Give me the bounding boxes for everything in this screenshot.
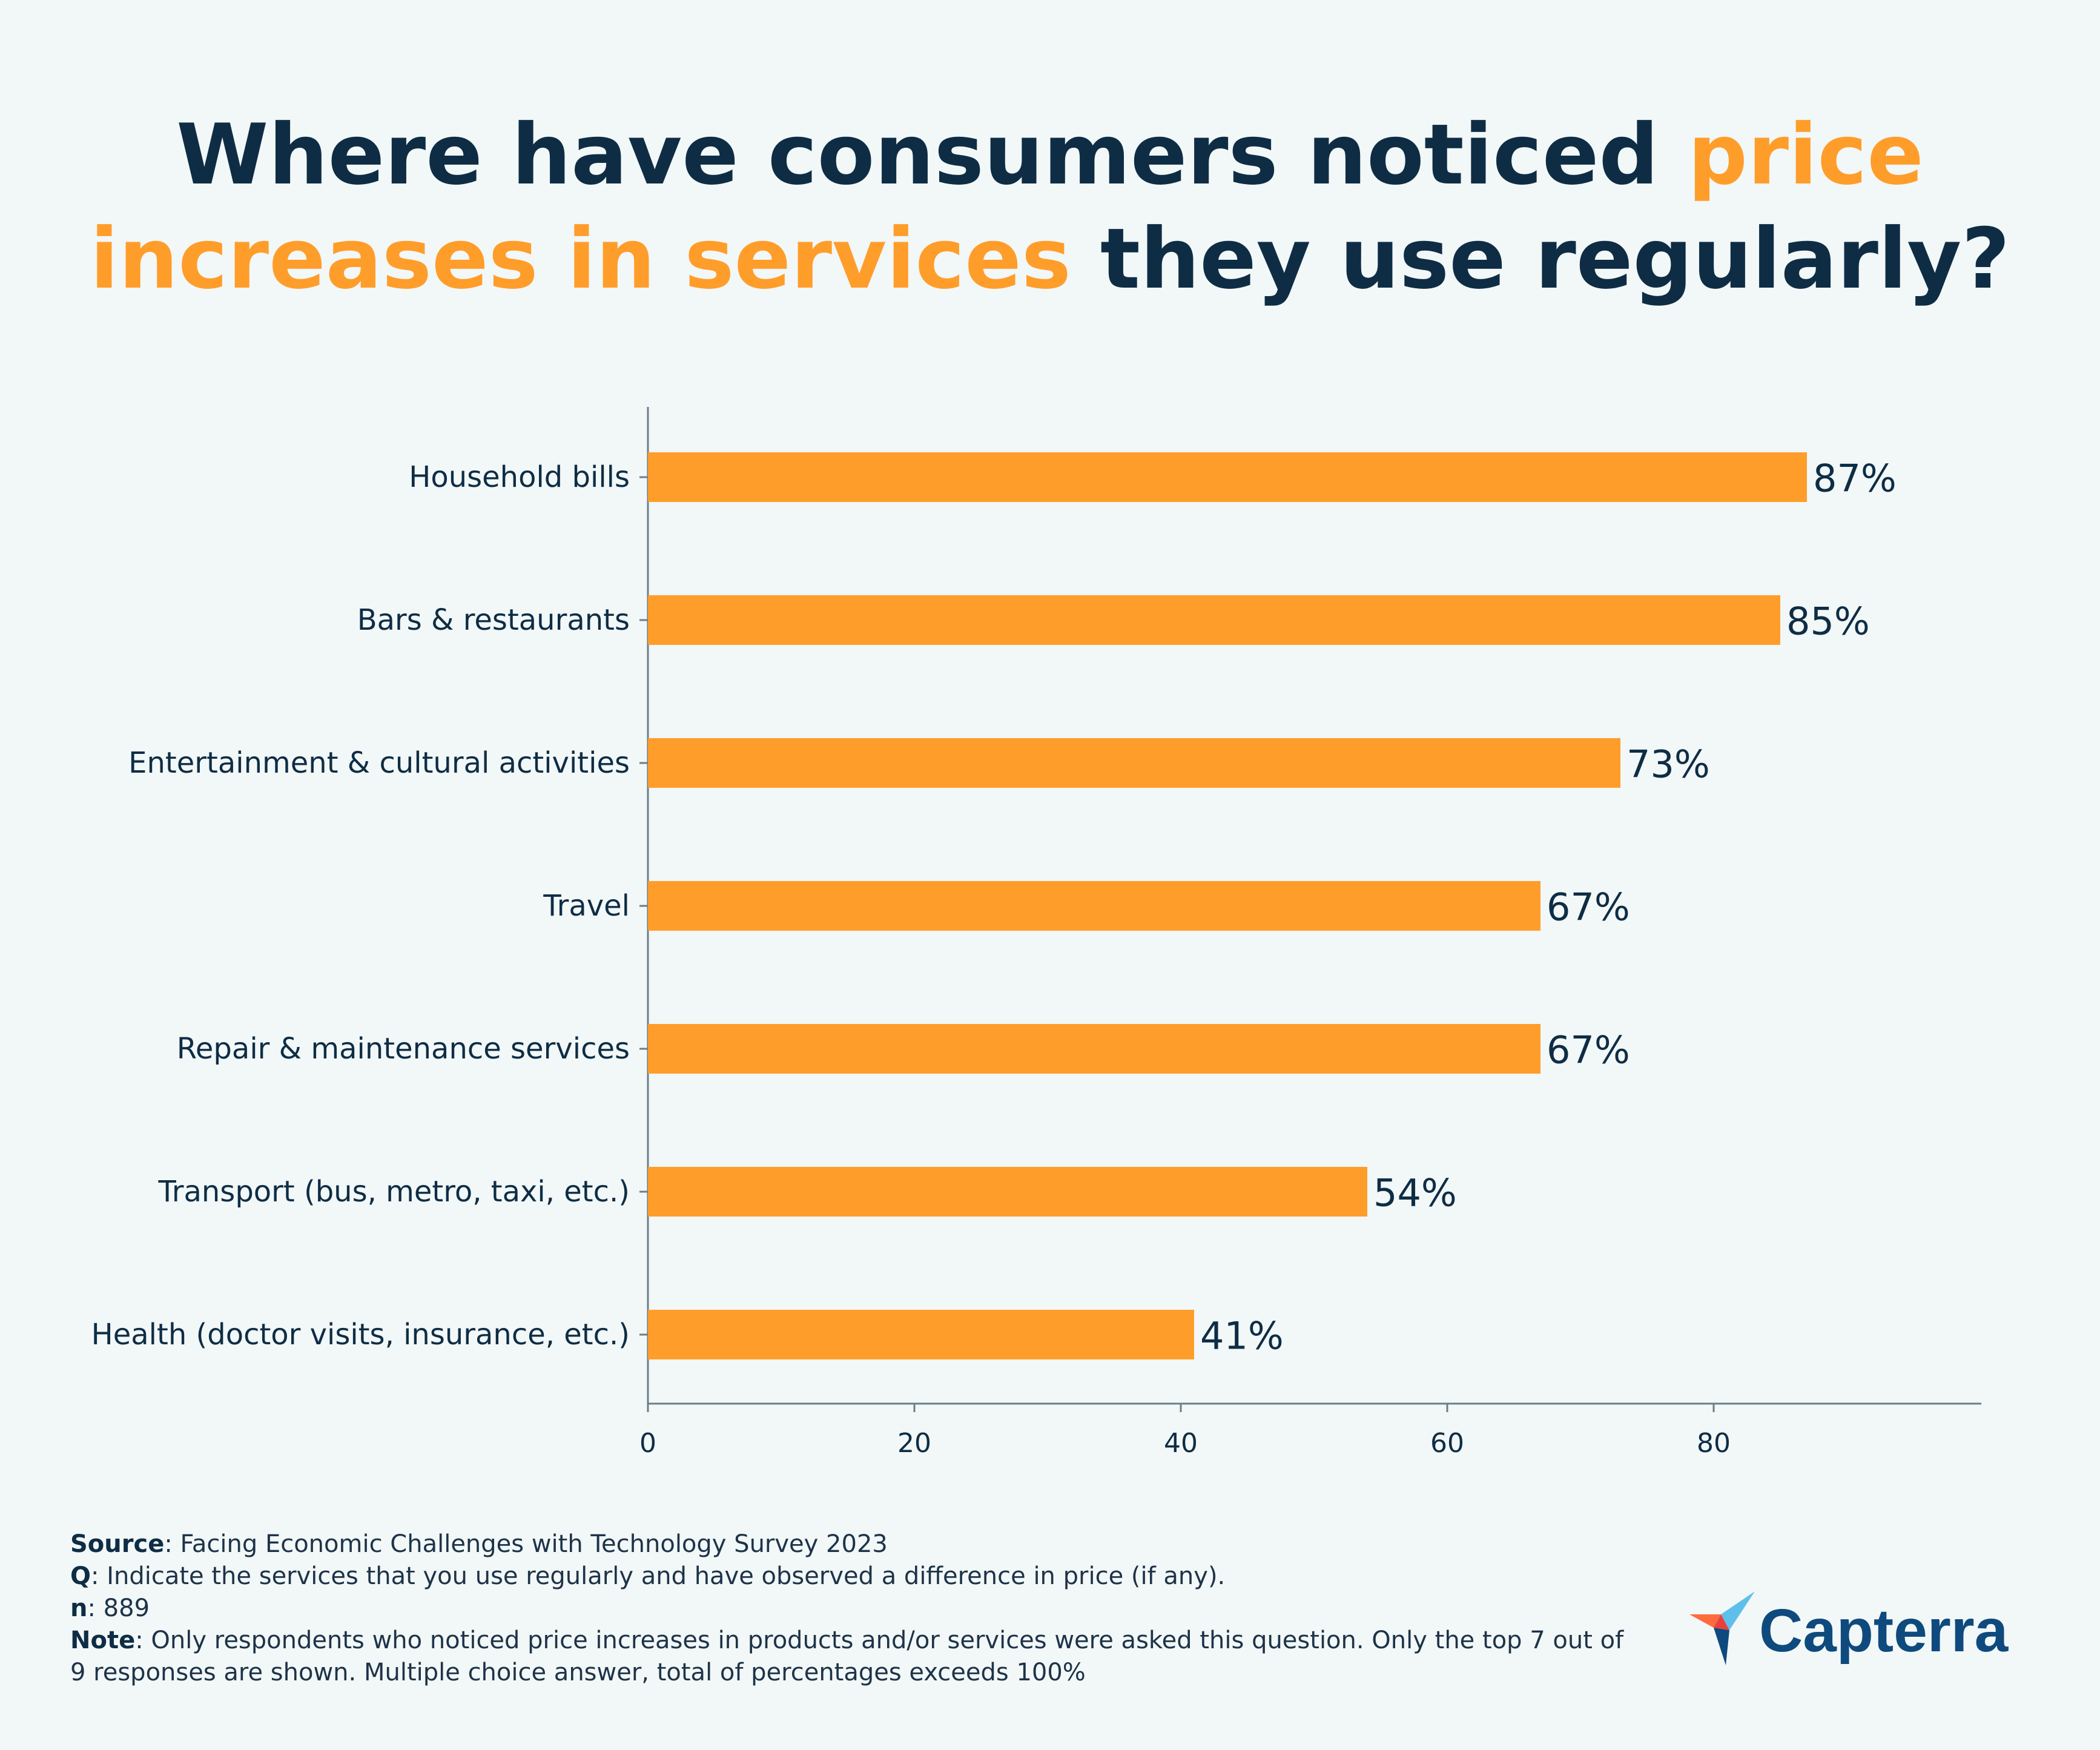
title-part-1: Where have consumers noticed [176, 106, 1688, 203]
title-highlight-1: price [1688, 106, 1924, 203]
data-label: 73% [1626, 742, 1710, 787]
category-label: Entertainment & cultural activities [128, 746, 630, 780]
footer-note-line: Note: Only respondents who noticed price… [70, 1625, 1645, 1689]
title-highlight-2: increases in services [90, 210, 1071, 308]
footer-source-label: Source [70, 1530, 165, 1558]
footer-n-line: n: 889 [70, 1593, 1645, 1625]
category-label: Bars & restaurants [357, 603, 630, 637]
footer-note-label: Note [70, 1626, 136, 1654]
category-label: Travel [543, 889, 630, 923]
capterra-logo-text: Capterra [1759, 1597, 2009, 1665]
capterra-logo-icon [1689, 1591, 1755, 1665]
x-tick-label: 20 [897, 1428, 931, 1459]
data-label: 85% [1786, 599, 1870, 644]
category-label: Repair & maintenance services [177, 1032, 630, 1066]
footer-n-text: : 889 [87, 1594, 150, 1622]
x-tick-label: 80 [1697, 1428, 1731, 1459]
data-label: 67% [1547, 885, 1630, 929]
footer-n-label: n [70, 1594, 88, 1622]
category-label: Household bills [409, 460, 630, 494]
bar [648, 1310, 1194, 1359]
bar [648, 881, 1540, 931]
bar [648, 1167, 1367, 1217]
bar-chart: Household bills 87% Bars & restaurants 85% E… [91, 407, 1981, 1459]
bar [648, 595, 1780, 645]
footer-note-text: : Only respondents who noticed price inc… [70, 1626, 1624, 1686]
category-label: Health (doctor visits, insurance, etc.) [91, 1318, 630, 1352]
data-label: 54% [1373, 1171, 1457, 1215]
category-label: Transport (bus, metro, taxi, etc.) [157, 1175, 630, 1209]
bar [648, 1024, 1540, 1074]
data-label: 67% [1547, 1028, 1630, 1072]
footer-source-text: : Facing Economic Challenges with Techno… [164, 1530, 888, 1558]
chart-title: Where have consumers noticed price increa… [0, 103, 2100, 311]
x-tick-label: 60 [1430, 1428, 1464, 1459]
footer-question-line: Q: Indicate the services that you use re… [70, 1560, 1645, 1593]
data-label: 41% [1200, 1314, 1284, 1358]
x-tick-label: 0 [639, 1428, 656, 1459]
footer-source-line: Source: Facing Economic Challenges with … [70, 1528, 1645, 1560]
footer-question-text: : Indicate the services that you use reg… [91, 1562, 1226, 1590]
bar [648, 452, 1807, 502]
bar [648, 738, 1620, 788]
data-label: 87% [1813, 457, 1897, 501]
footer-question-label: Q [70, 1562, 91, 1590]
chart-footer: Source: Facing Economic Challenges with … [70, 1528, 1645, 1689]
title-part-2: they use regularly? [1071, 210, 2010, 308]
x-tick-label: 40 [1164, 1428, 1198, 1459]
